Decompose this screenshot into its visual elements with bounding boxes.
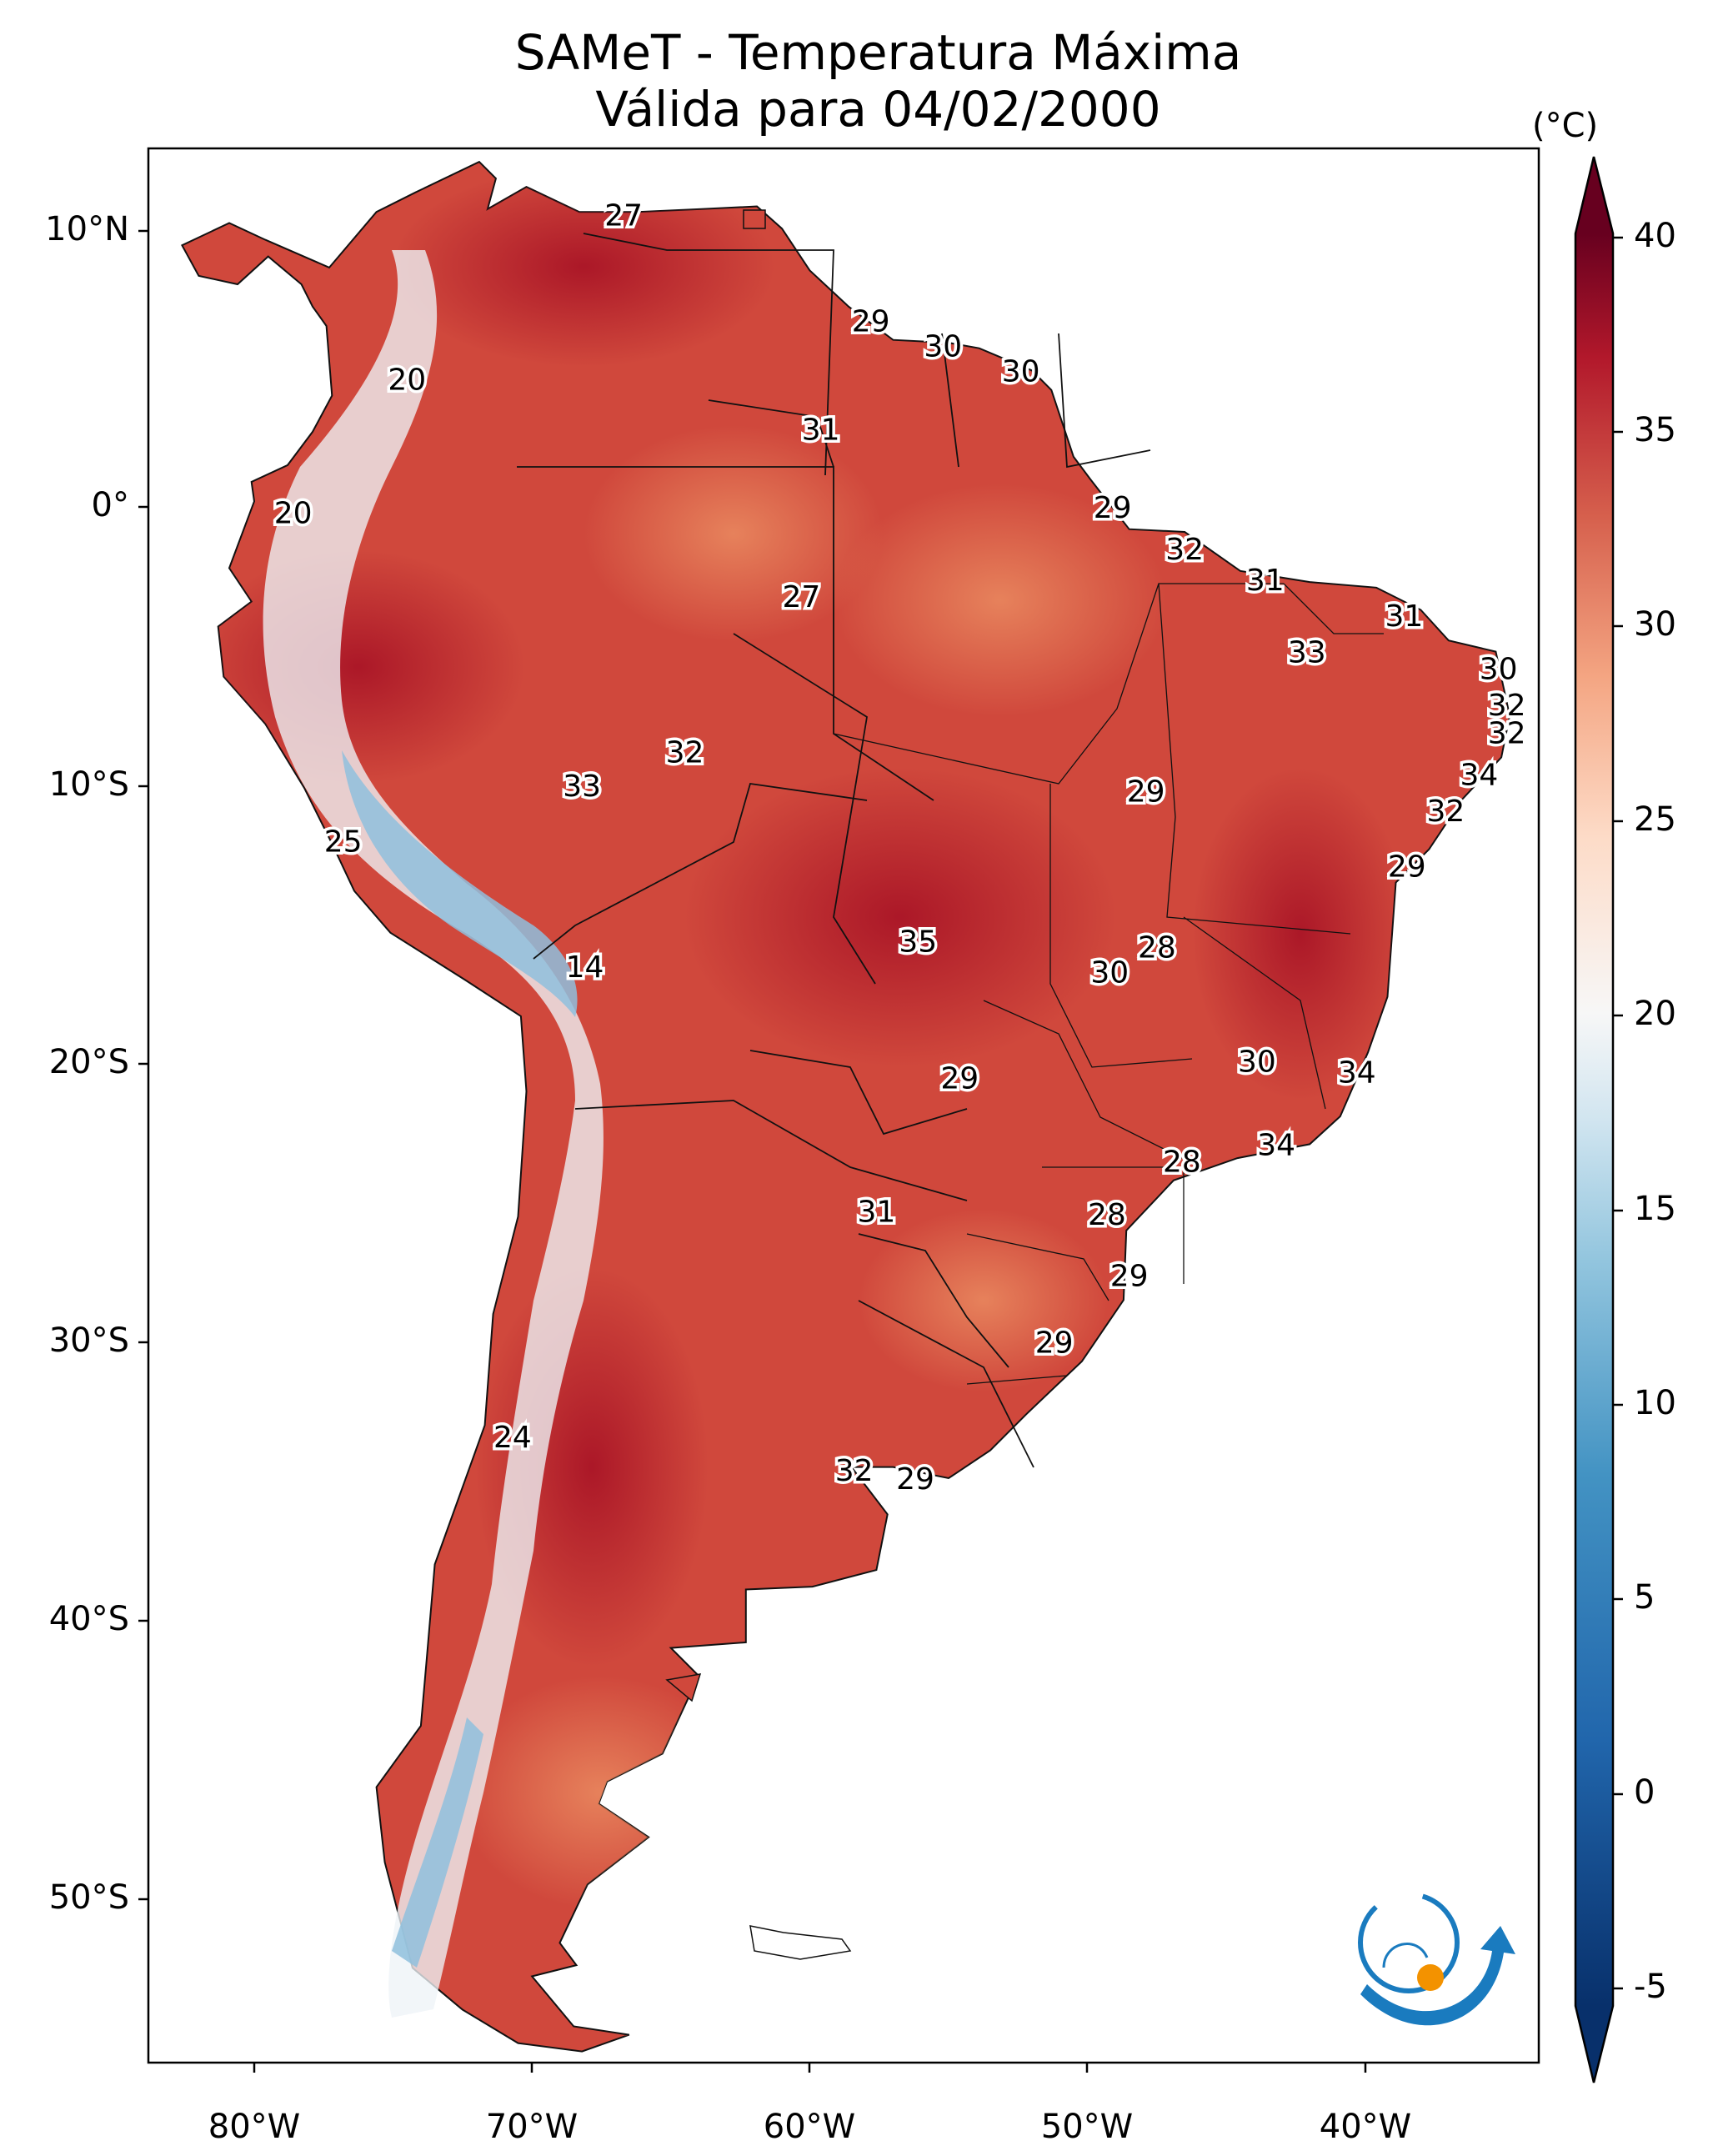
temperature-point-label: 29 [852,304,890,338]
map-subtitle: Válida para 04/02/2000 [595,81,1161,138]
temperature-point-label: 20 [274,497,313,531]
temperature-point-label: 29 [1388,850,1426,885]
temperature-point-label: 29 [1094,491,1132,525]
state-borders [833,583,1384,1385]
temperature-field [192,167,1409,1909]
inpe-logo [1358,1892,1515,2026]
temperature-point-label: 29 [1110,1259,1149,1293]
temperature-point-label: 31 [1246,564,1285,598]
temperature-point-label: 33 [563,770,601,804]
temperature-point-label: 29 [896,1462,934,1497]
temperature-point-label: 32 [1488,689,1526,723]
colorbar-tick-label: -5 [1634,1968,1667,2006]
temperature-point-label: 14 [566,950,604,985]
temperature-point-label: 32 [835,1454,874,1488]
colorbar-tick-label: 25 [1634,800,1676,839]
colorbar-tick-label: 5 [1634,1578,1655,1617]
temperature-point-label: 28 [1163,1145,1201,1179]
axis-ticks [138,229,1367,2073]
colorbar-tick-label: 40 [1634,217,1676,255]
temperature-point-label: 24 [493,1421,532,1455]
temperature-point-label: 31 [802,414,840,448]
temperature-point-label: 29 [1127,775,1165,810]
continent-layer [181,160,1511,2053]
country-borders [517,233,1151,1468]
temperature-point-label: 32 [666,736,704,770]
lon-label: 40°W [1319,2108,1412,2146]
temperature-point-label: 32 [1165,533,1204,567]
lat-label: 20°S [48,1043,129,1081]
temperature-point-label: 32 [1426,795,1465,829]
lon-label: 80°W [208,2108,301,2146]
temperature-point-label: 20 [388,364,426,398]
islands [665,209,852,1960]
temperature-point-label: 34 [1460,758,1498,792]
temperature-point-label: 28 [1088,1198,1126,1232]
lon-label: 60°W [763,2108,856,2146]
temperature-point-label: 30 [1480,653,1518,687]
colorbar-tick-label: 15 [1634,1190,1676,1228]
temperature-point-label: 30 [924,329,962,364]
lat-label: 50°S [48,1878,129,1917]
temperature-point-label: 25 [324,825,363,860]
lat-label: 10°N [45,210,129,248]
lat-label: 40°S [48,1600,129,1638]
temperature-point-label: 30 [1002,354,1040,389]
lon-label: 70°W [485,2108,579,2146]
temperature-point-label: 29 [940,1061,979,1096]
temperature-point-label: 29 [1035,1326,1074,1360]
temperature-point-label: 35 [899,925,937,960]
colorbar-tick-label: 0 [1634,1773,1655,1812]
temperature-point-label: 31 [857,1196,895,1230]
temperature-point-label: 28 [1138,930,1176,965]
temperature-point-label: 31 [1385,599,1423,634]
lon-label: 50°W [1040,2108,1134,2146]
temperature-point-label: 33 [1288,636,1326,670]
temperature-point-label: 27 [782,580,820,614]
temperature-point-label: 34 [1338,1056,1376,1091]
colorbar [1574,156,1623,2083]
temperature-point-label: 34 [1257,1128,1295,1162]
lat-label: 30°S [48,1321,129,1360]
map-title: SAMeT - Temperatura Máxima [514,24,1242,81]
lat-label: 0° [91,486,129,524]
temperature-point-label: 30 [1238,1045,1276,1079]
temperature-point-label: 30 [1090,955,1129,990]
andes-cold-band [263,250,604,2018]
lat-label: 10°S [48,765,129,804]
temperature-point-label: 27 [604,199,643,233]
colorbar-tick-label: 30 [1634,605,1676,644]
temperature-point-label: 32 [1488,716,1526,750]
colorbar-tick-label: 10 [1634,1384,1676,1422]
colorbar-tick-label: 35 [1634,411,1676,449]
colorbar-tick-label: 20 [1634,995,1676,1033]
colorbar-unit: (°C) [1532,107,1599,145]
